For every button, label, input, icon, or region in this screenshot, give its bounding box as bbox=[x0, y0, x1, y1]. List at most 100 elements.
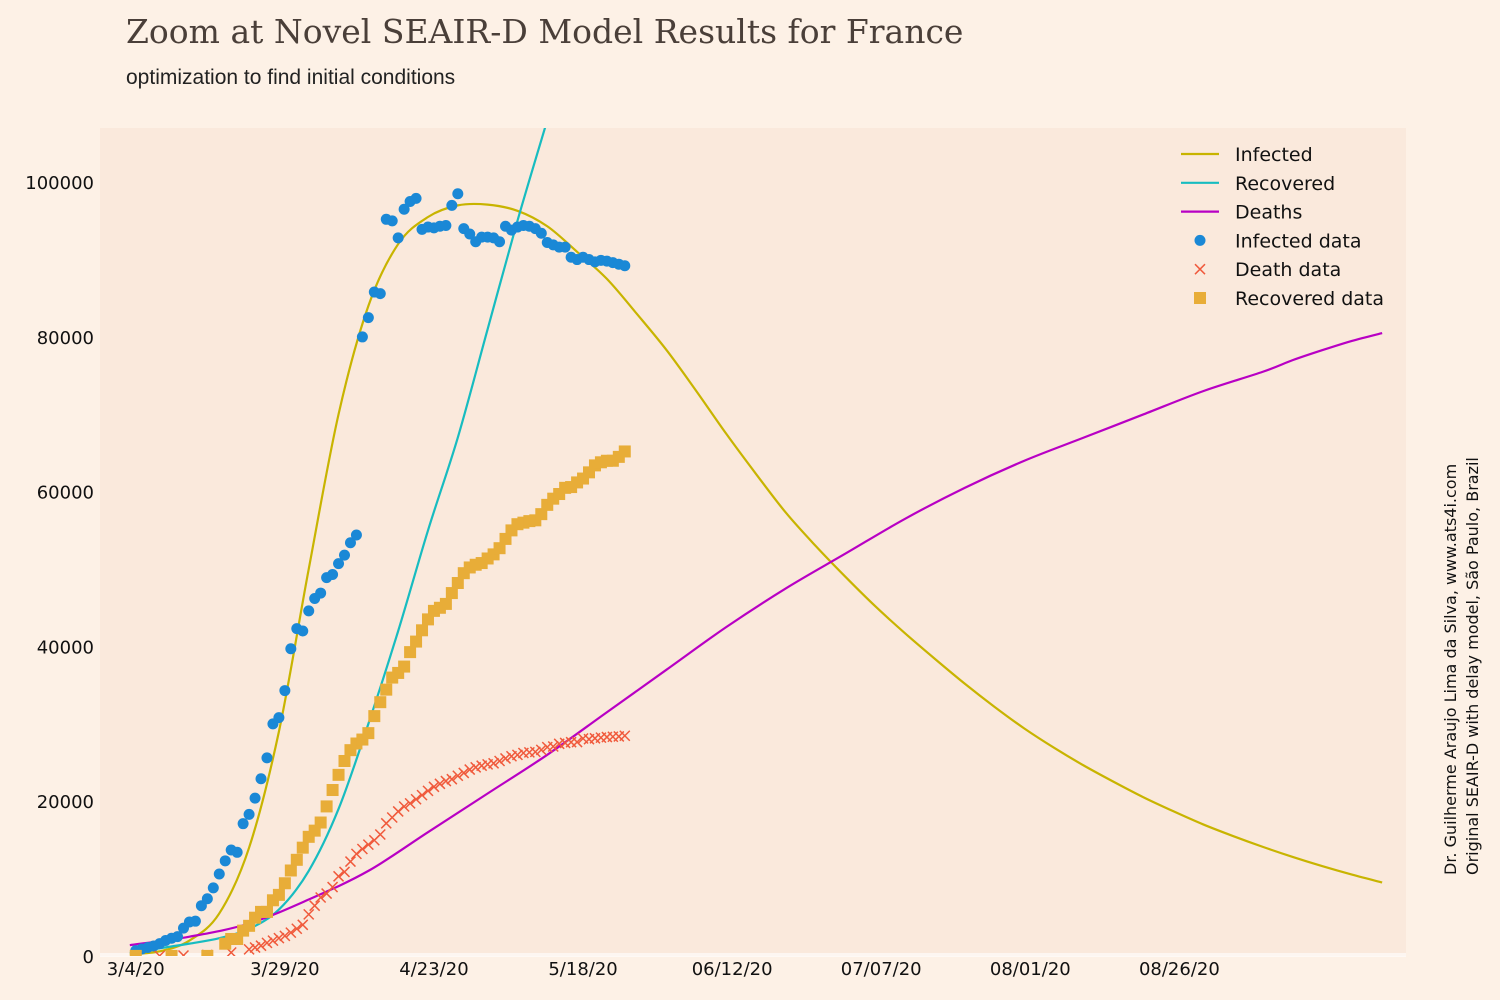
infected-data-point bbox=[350, 529, 362, 541]
recovered-data-point bbox=[314, 816, 327, 829]
infected-data-point bbox=[189, 915, 201, 927]
death-data-point bbox=[434, 778, 446, 790]
death-data-point bbox=[338, 866, 351, 878]
infected-data-point bbox=[285, 643, 297, 655]
x-tick-label: 08/01/20 bbox=[990, 959, 1071, 980]
infected-data-point bbox=[344, 537, 356, 549]
legend-infected-data-label: Infected data bbox=[1235, 230, 1362, 252]
death-data-point bbox=[464, 764, 476, 776]
chart-title: Zoom at Novel SEAIR-D Model Results for … bbox=[126, 12, 964, 51]
infected-data-point bbox=[249, 792, 261, 804]
infected-data-point bbox=[207, 882, 219, 894]
recovered-data-point bbox=[260, 905, 273, 918]
death-data-point bbox=[249, 941, 261, 954]
infected-data-point bbox=[327, 569, 339, 581]
recovered-data-point bbox=[445, 587, 458, 600]
death-data-point bbox=[404, 797, 416, 809]
y-tick-label: 100000 bbox=[25, 173, 94, 194]
death-data-point bbox=[416, 789, 428, 801]
x-tick-label: 06/12/20 bbox=[692, 959, 773, 980]
credit-line-1: Dr. Guilherme Araujo Lima da Silva, www.… bbox=[1441, 463, 1460, 875]
infected-line bbox=[129, 202, 1383, 956]
infected-data-point bbox=[464, 228, 476, 240]
recovered-data-point bbox=[338, 754, 351, 767]
death-data-point bbox=[273, 932, 285, 944]
infected-data-point bbox=[333, 558, 345, 570]
infected-data-point bbox=[452, 188, 464, 200]
recovered-data-point bbox=[320, 800, 333, 813]
death-data-point bbox=[511, 749, 523, 761]
infected-data-point bbox=[255, 773, 267, 785]
infected-data-point bbox=[619, 260, 631, 272]
infected-data-point bbox=[172, 931, 184, 943]
legend-recovered-data-label: Recovered data bbox=[1235, 288, 1384, 310]
infected-data-point bbox=[440, 220, 452, 232]
death-data-point bbox=[362, 839, 374, 851]
plot-area bbox=[100, 128, 1406, 956]
recovered-data-point bbox=[451, 577, 464, 590]
recovered-data-point bbox=[326, 784, 339, 797]
infected-data-point bbox=[535, 227, 547, 239]
death-data-point bbox=[303, 908, 315, 920]
death-data-point bbox=[398, 800, 410, 813]
recovered-data-point bbox=[296, 841, 309, 854]
y-tick-label: 80000 bbox=[37, 328, 94, 349]
death-data-point bbox=[458, 767, 470, 779]
y-tick-label: 0 bbox=[83, 947, 94, 968]
death-data-point bbox=[422, 785, 434, 797]
chart-subtitle: optimization to find initial conditions bbox=[126, 66, 456, 89]
recovered-data-point bbox=[368, 710, 381, 723]
legend-deaths-label: Deaths bbox=[1235, 202, 1302, 224]
death-data-point bbox=[488, 757, 500, 769]
death-data-point bbox=[529, 746, 541, 758]
infected-data-point bbox=[219, 855, 231, 867]
recovered-data-point bbox=[380, 683, 393, 696]
y-tick-label: 20000 bbox=[37, 792, 94, 813]
x-tick-label: 3/29/20 bbox=[250, 959, 319, 980]
death-data-point bbox=[494, 755, 506, 767]
death-data-point bbox=[267, 935, 279, 947]
death-data-point bbox=[440, 775, 452, 787]
infected-data-point bbox=[494, 236, 506, 248]
credit-line-2: Original SEAIR-D with delay model, São P… bbox=[1463, 457, 1482, 875]
death-data-point bbox=[499, 752, 512, 764]
recovered-data-point bbox=[332, 768, 345, 781]
x-tick-label: 07/07/20 bbox=[841, 959, 922, 980]
recovered-data-point bbox=[362, 727, 375, 740]
infected-data-point bbox=[261, 752, 273, 764]
y-tick-label: 60000 bbox=[37, 483, 94, 504]
death-data-point bbox=[243, 943, 255, 955]
legend-infected-data-swatch bbox=[1194, 234, 1206, 246]
recovered-data-point bbox=[404, 646, 417, 659]
recovered-data-point bbox=[410, 635, 423, 648]
recovered-data-point bbox=[416, 624, 429, 637]
infected-data-point bbox=[392, 232, 404, 244]
recovered-data-point bbox=[290, 853, 303, 866]
y-tick-label: 40000 bbox=[37, 637, 94, 658]
infected-data-point bbox=[243, 808, 255, 820]
death-data-point bbox=[261, 937, 273, 949]
infected-data-point bbox=[356, 331, 368, 343]
recovered-data-point bbox=[618, 445, 631, 458]
death-data-point bbox=[154, 950, 166, 956]
x-tick-label: 5/18/20 bbox=[548, 959, 617, 980]
recovered-data-point bbox=[272, 888, 285, 901]
recovered-data-point bbox=[201, 949, 214, 956]
death-data-point bbox=[285, 927, 297, 939]
infected-data-point bbox=[279, 685, 291, 697]
infected-data-point bbox=[398, 203, 410, 215]
x-tick-label: 4/23/20 bbox=[399, 959, 468, 980]
death-data-point bbox=[452, 770, 464, 782]
infected-data-point bbox=[386, 215, 398, 227]
death-data-point bbox=[177, 949, 190, 956]
legend-recovered-data-swatch bbox=[1194, 292, 1206, 304]
recovered-data-point bbox=[278, 877, 291, 890]
death-data-point bbox=[327, 881, 339, 893]
credit-text: Dr. Guilherme Araujo Lima da Silva, www.… bbox=[1440, 457, 1484, 875]
recovered-data-point bbox=[535, 508, 548, 521]
recovered-data-point bbox=[398, 660, 411, 673]
death-data-point bbox=[309, 900, 321, 912]
death-data-point bbox=[535, 744, 547, 756]
infected-data-point bbox=[446, 199, 458, 211]
